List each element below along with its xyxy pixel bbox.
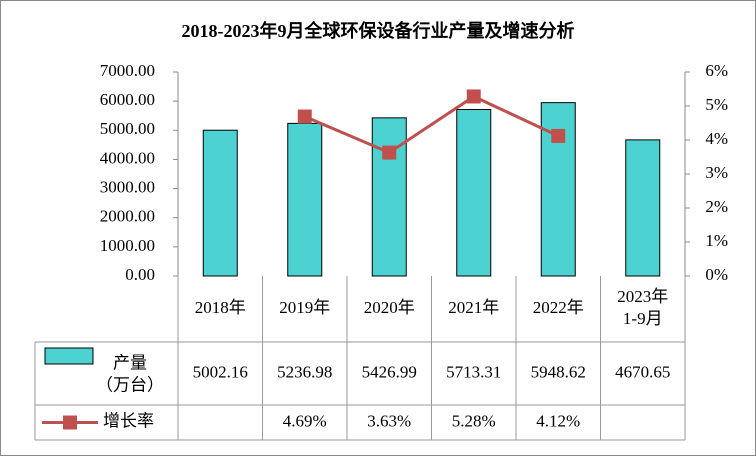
table-value: 5426.99 [362, 362, 417, 381]
legend-label: 增长率 [103, 411, 154, 430]
table-value: 3.63% [367, 411, 411, 430]
x-tick-label: 2018年 [195, 298, 246, 317]
table-value: 4670.65 [615, 362, 670, 381]
legend-label: 产量（万台） [96, 353, 164, 394]
growth-line [304, 94, 559, 155]
table-value: 4.69% [283, 411, 327, 430]
table-value: 5236.98 [277, 362, 332, 381]
bar [456, 108, 492, 277]
y2-tick-label: 4% [705, 129, 728, 148]
x-tick-label: 2020年 [364, 298, 415, 317]
y-tick-label: 7000.00 [100, 61, 155, 80]
y-tick-label: 5000.00 [100, 119, 155, 138]
table-value: 5948.62 [531, 362, 586, 381]
legend-marker [63, 415, 77, 430]
x-tick-label: 2022年 [533, 298, 584, 317]
y-tick-label: 6000.00 [100, 90, 155, 109]
table-value: 4.12% [536, 411, 580, 430]
y2-tick-label: 3% [705, 163, 728, 182]
y2-tick-label: 6% [705, 61, 728, 80]
x-tick-label: 2021年 [448, 298, 499, 317]
table-value: 5713.31 [446, 362, 501, 381]
table-value: 5002.16 [193, 362, 248, 381]
table-value: 5.28% [452, 411, 496, 430]
bar [287, 122, 323, 277]
y-tick-label: 3000.00 [100, 177, 155, 196]
y2-tick-label: 2% [705, 197, 728, 216]
bar [625, 139, 661, 277]
x-tick-label: 2023年 1-9月 [617, 287, 668, 328]
x-tick-label: 2019年 [279, 298, 330, 317]
y2-tick-label: 5% [705, 95, 728, 114]
y-tick-label: 2000.00 [100, 207, 155, 226]
bar [540, 102, 576, 277]
y-tick-label: 4000.00 [100, 148, 155, 167]
y-tick-label: 1000.00 [100, 236, 155, 255]
growth-marker [297, 109, 312, 124]
bar [202, 129, 238, 277]
y-tick-label: 0.00 [125, 265, 155, 284]
y2-tick-label: 1% [705, 231, 728, 250]
growth-marker [551, 128, 566, 143]
y2-tick-label: 0% [705, 265, 728, 284]
growth-marker [466, 89, 481, 104]
bar [371, 117, 407, 277]
chart-title: 2018-2023年9月全球环保设备行业产量及增速分析 [182, 20, 575, 41]
legend-swatch [44, 347, 94, 365]
growth-marker [382, 145, 397, 160]
